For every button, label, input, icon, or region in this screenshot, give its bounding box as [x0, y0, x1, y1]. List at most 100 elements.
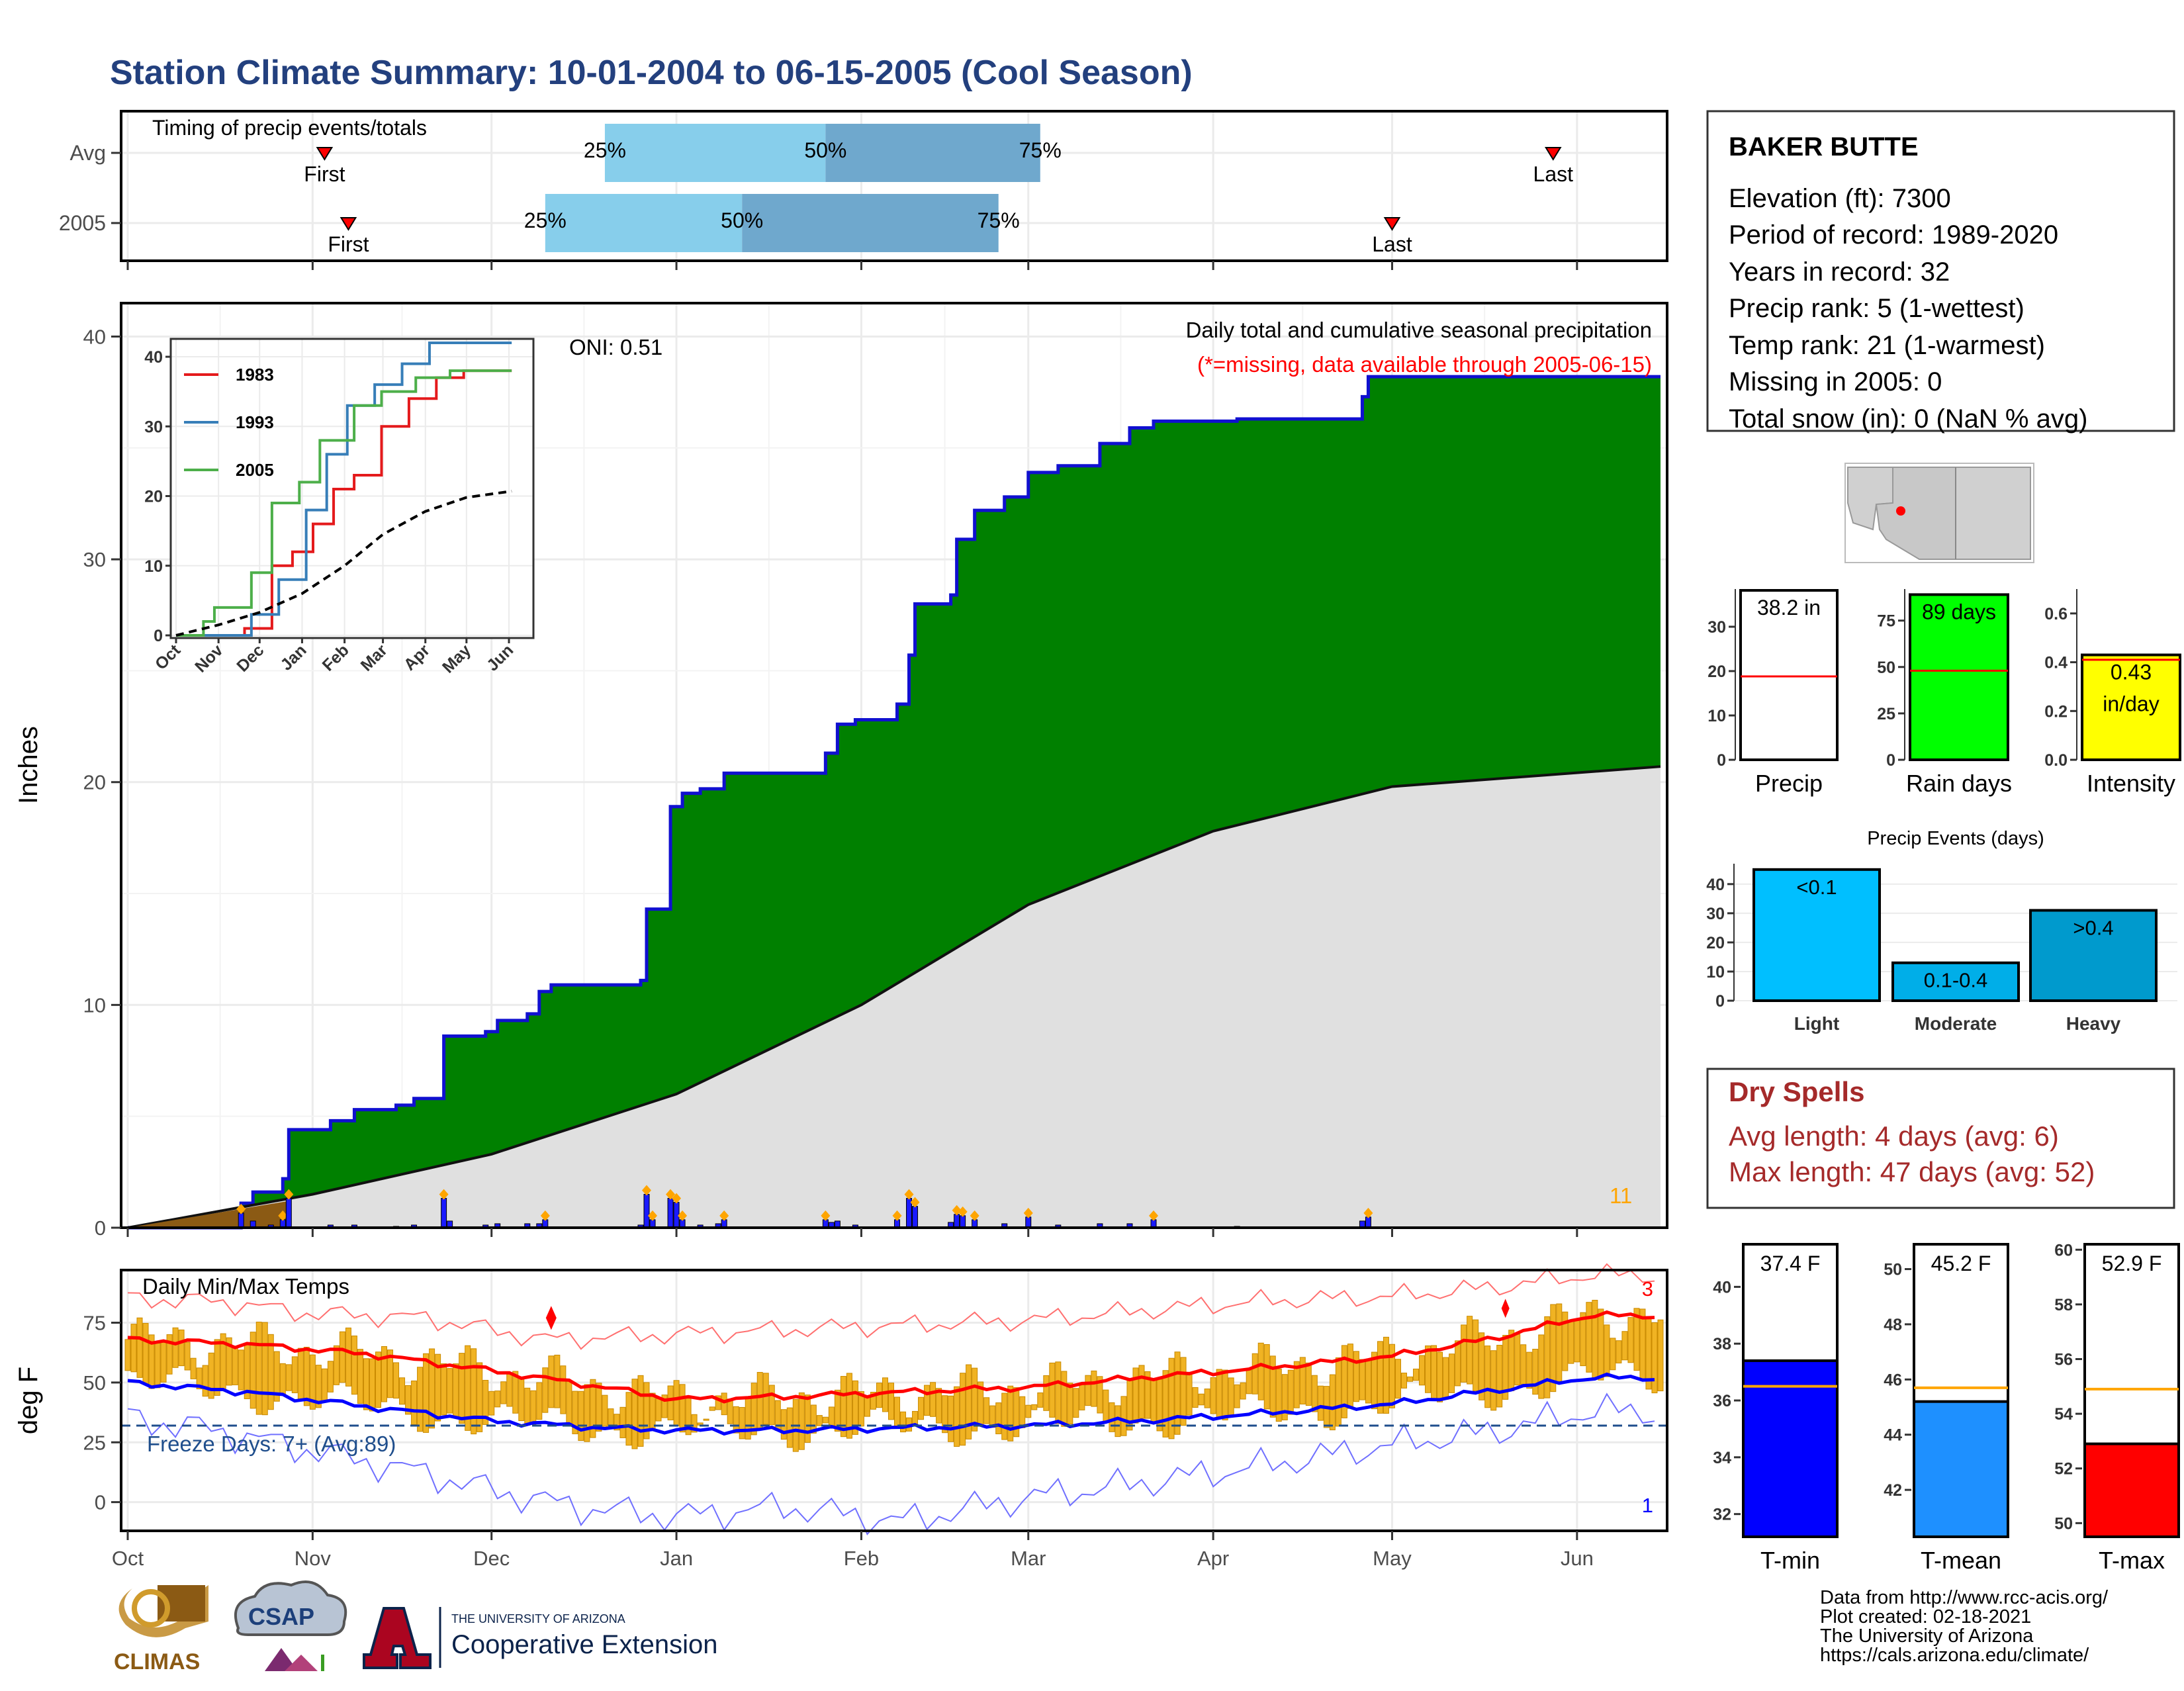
temp-bar-label: T-mean [1921, 1547, 2001, 1574]
daily-temp-bar [1467, 1316, 1473, 1385]
daily-temp-bar [924, 1385, 931, 1416]
daily-temp-bar [918, 1396, 925, 1420]
temp-y-tick: 75 [83, 1312, 106, 1335]
daily-temp-bar [1198, 1393, 1205, 1406]
daily-temp-bar [172, 1327, 179, 1368]
month-tick-label: Dec [473, 1547, 510, 1570]
daily-temp-bar [614, 1414, 620, 1431]
inset-y-tick: 30 [144, 418, 163, 436]
timing-p50-label: 50% [721, 208, 763, 232]
daily-temp-bar [1138, 1365, 1145, 1419]
daily-temp-bar [1443, 1357, 1449, 1400]
month-tick-label: Oct [112, 1547, 144, 1570]
daily-temp-bar [542, 1367, 549, 1413]
temp-bar-y-tick: 44 [1884, 1426, 1902, 1445]
daily-temp-bar [596, 1383, 602, 1432]
daily-temp-bar [1031, 1404, 1038, 1410]
oni-label: ONI: 0.51 [569, 335, 662, 359]
temp-bar-y-tick: 50 [2054, 1514, 2073, 1533]
climas-logo: CLIMAS [114, 1585, 208, 1674]
month-tick-label: Nov [295, 1547, 332, 1570]
ua-logo: THE UNIVERSITY OF ARIZONA Cooperative Ex… [363, 1607, 717, 1669]
temp-bar-y-tick: 34 [1713, 1449, 1731, 1467]
daily-temp-bar [548, 1355, 555, 1408]
summary-y-tick: 0.0 [2044, 751, 2068, 770]
daily-temp-bar [1544, 1316, 1551, 1398]
daily-temp-bar [1329, 1374, 1336, 1431]
station-precip-rank: Precip rank: 5 (1-wettest) [1729, 294, 2025, 323]
precip-events-title: Precip Events (days) [1867, 828, 2044, 849]
daily-temp-bar [1210, 1377, 1216, 1414]
daily-temp-bar [285, 1364, 292, 1391]
temp-bar-t-min: 32 34 36 38 40 37.4 F T-min [1713, 1243, 1839, 1574]
daily-temp-bar [512, 1371, 519, 1414]
dry-spells-title: Dry Spells [1729, 1076, 1864, 1107]
daily-temp-bar [1311, 1375, 1318, 1412]
daily-temp-bar [1079, 1383, 1085, 1410]
inset-y-tick: 20 [144, 488, 163, 506]
daily-temp-bar [459, 1353, 465, 1424]
timing-bar-q1-0 [604, 124, 826, 182]
daily-temp-bar [423, 1353, 430, 1433]
daily-temp-bar [488, 1391, 495, 1416]
daily-temp-bar [1353, 1351, 1359, 1402]
daily-temp-bar [1269, 1355, 1276, 1418]
summary-y-tick: 0 [1886, 751, 1895, 770]
events-y-tick: 0 [1715, 992, 1725, 1011]
temp-bar-y-tick: 38 [1713, 1335, 1731, 1353]
heavy-event-marker [904, 1189, 914, 1200]
footer-credits: Data from http://www.rcc-acis.org/ Plot … [1820, 1587, 2109, 1666]
inset-legend-label: 1993 [236, 412, 274, 432]
daily-temp-bar [1377, 1341, 1383, 1414]
summary-y-tick: 0 [1717, 751, 1726, 770]
summary-bar-value: 38.2 in [1757, 596, 1821, 619]
locator-map [1844, 463, 2034, 563]
heavy-event-marker [970, 1210, 979, 1221]
daily-temp-bar [1091, 1370, 1097, 1407]
daily-temp-bar [1365, 1359, 1371, 1404]
daily-temp-bar [1383, 1336, 1389, 1414]
daily-temp-bar [1263, 1344, 1270, 1410]
daily-temp-bar [1305, 1362, 1312, 1406]
summary-y-tick: 25 [1877, 705, 1895, 723]
daily-temp-bar [673, 1380, 680, 1427]
daily-temp-bar [518, 1378, 525, 1422]
daily-temp-bar [1526, 1351, 1533, 1389]
summary-y-tick: 30 [1707, 618, 1726, 637]
daily-temp-bar [834, 1389, 841, 1432]
csap-wordmark: CSAP [248, 1603, 314, 1630]
dry-spells-max: Max length: 47 days (avg: 52) [1729, 1156, 2095, 1187]
average-precip-area [128, 766, 1661, 1228]
daily-temp-bar [435, 1353, 441, 1422]
summary-y-tick: 0.2 [2044, 702, 2068, 721]
daily-temp-bar [250, 1332, 256, 1409]
daily-temp-bar [739, 1406, 745, 1440]
daily-temp-bar [447, 1368, 453, 1414]
timing-p25-label: 25% [584, 138, 626, 162]
summary-bar-charts: 0 10 20 30 38.2 in Precip 0 25 50 75 89 days Rain d… [1707, 589, 2181, 797]
daily-temp-bar [1473, 1319, 1479, 1391]
daily-temp-bar [208, 1352, 214, 1399]
temp-y-axis-title: deg F [14, 1367, 43, 1434]
daily-temp-bar [238, 1349, 244, 1391]
daily-temp-bar [1293, 1361, 1300, 1408]
inset-y-tick: 10 [144, 557, 163, 576]
daily-temp-bar [870, 1391, 876, 1410]
temp-bar-label: T-min [1760, 1547, 1820, 1574]
daily-temp-bar [1240, 1382, 1246, 1400]
daily-temp-bar [530, 1390, 537, 1425]
ua-logo-small-text: THE UNIVERSITY OF ARIZONA [451, 1612, 625, 1625]
daily-temp-bar [1013, 1387, 1020, 1438]
dry-spells-box: Dry Spells Avg length: 4 days (avg: 6) M… [1706, 1068, 2175, 1209]
heavy-event-marker [821, 1210, 831, 1221]
daily-temp-bar [190, 1357, 197, 1379]
daily-temp-bar [1019, 1396, 1026, 1428]
temp-bar-y-tick: 56 [2054, 1350, 2073, 1369]
precip-y-axis-title: Inches [14, 726, 43, 804]
summary-bar-label: Intensity [2087, 770, 2175, 797]
daily-temp-bar [1461, 1324, 1467, 1383]
daily-temp-bar [786, 1407, 793, 1448]
temp-panel-label: Daily Min/Max Temps [142, 1274, 349, 1299]
daily-temp-bar [1180, 1357, 1187, 1426]
